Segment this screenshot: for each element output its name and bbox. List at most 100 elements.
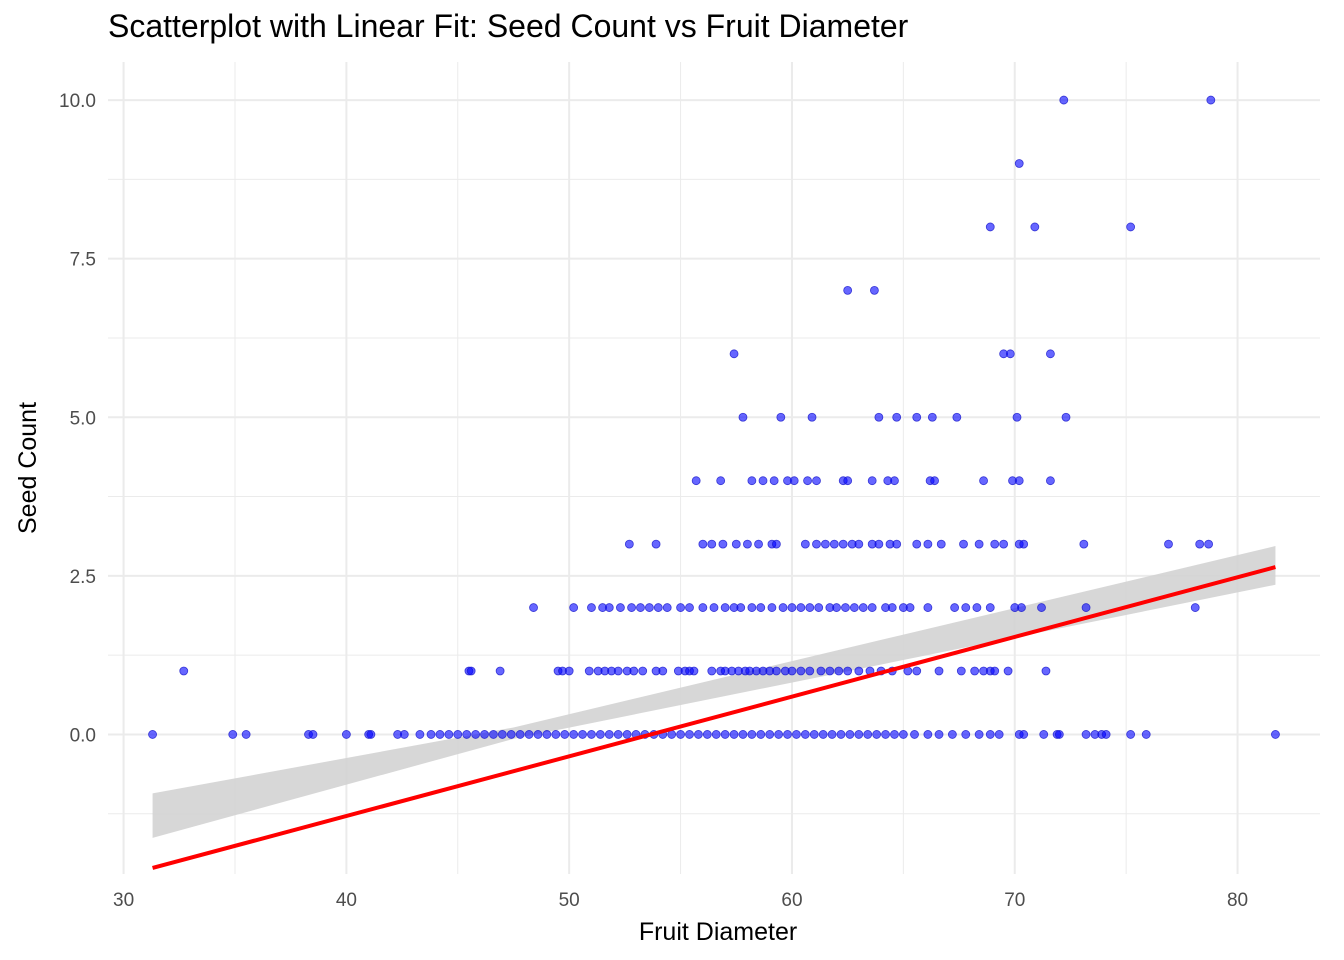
data-point bbox=[787, 666, 797, 676]
data-point bbox=[771, 666, 781, 676]
data-point bbox=[560, 730, 570, 739]
data-point bbox=[685, 730, 694, 739]
y-tick-label: 7.5 bbox=[70, 250, 96, 271]
data-point bbox=[1059, 95, 1069, 105]
data-point bbox=[1204, 539, 1214, 549]
data-point bbox=[658, 666, 668, 676]
data-point bbox=[867, 476, 877, 486]
data-point bbox=[587, 730, 596, 739]
data-point bbox=[1003, 666, 1013, 676]
data-point bbox=[974, 539, 984, 549]
data-point bbox=[972, 603, 982, 612]
data-point bbox=[738, 412, 748, 422]
data-point bbox=[698, 603, 708, 612]
data-point bbox=[765, 730, 775, 739]
data-point bbox=[990, 539, 1000, 549]
data-point bbox=[834, 666, 844, 676]
data-point bbox=[936, 539, 946, 549]
data-point bbox=[867, 603, 877, 612]
data-point bbox=[923, 539, 933, 549]
data-point bbox=[805, 666, 815, 676]
data-point bbox=[1271, 730, 1280, 739]
data-point bbox=[1206, 95, 1216, 105]
data-point bbox=[551, 730, 561, 739]
data-point bbox=[435, 730, 445, 739]
data-point bbox=[529, 603, 538, 612]
data-point bbox=[495, 666, 505, 676]
data-point bbox=[892, 412, 902, 422]
data-point bbox=[587, 603, 596, 612]
data-point bbox=[1041, 666, 1051, 676]
data-point bbox=[1079, 539, 1089, 549]
data-point bbox=[910, 730, 919, 739]
data-point bbox=[1019, 539, 1029, 549]
data-point bbox=[863, 730, 873, 739]
data-point bbox=[774, 730, 784, 739]
data-point bbox=[1054, 730, 1064, 739]
data-point bbox=[947, 730, 957, 739]
data-point bbox=[399, 730, 409, 739]
y-axis-title: Seed Count bbox=[14, 402, 42, 534]
data-point bbox=[1164, 539, 1173, 549]
data-point bbox=[1030, 222, 1040, 232]
data-point bbox=[874, 412, 884, 422]
data-point bbox=[743, 539, 752, 549]
data-point bbox=[890, 730, 899, 739]
data-point bbox=[241, 730, 251, 739]
data-points bbox=[148, 95, 1280, 739]
data-point bbox=[999, 539, 1009, 549]
data-point bbox=[689, 666, 699, 676]
data-point bbox=[990, 666, 1000, 676]
data-point bbox=[1037, 603, 1046, 612]
data-point bbox=[854, 730, 864, 739]
data-point bbox=[934, 666, 944, 676]
data-point bbox=[716, 476, 726, 486]
data-point bbox=[979, 476, 988, 486]
data-point bbox=[453, 730, 463, 739]
data-point bbox=[702, 730, 712, 739]
y-tick-label: 0.0 bbox=[70, 725, 96, 746]
data-point bbox=[767, 603, 777, 612]
data-point bbox=[506, 730, 516, 739]
data-point bbox=[956, 666, 966, 676]
data-point bbox=[564, 666, 574, 676]
data-point bbox=[905, 603, 915, 612]
data-point bbox=[707, 539, 717, 549]
data-point bbox=[707, 666, 717, 676]
data-point bbox=[1195, 539, 1205, 549]
data-point bbox=[644, 603, 654, 612]
data-point bbox=[709, 603, 719, 612]
data-point bbox=[718, 539, 728, 549]
y-tick-label: 5.0 bbox=[70, 408, 96, 429]
x-axis-title: Fruit Diameter bbox=[639, 918, 797, 946]
data-point bbox=[754, 539, 763, 549]
data-point bbox=[466, 666, 476, 676]
data-point bbox=[497, 730, 507, 739]
data-point bbox=[629, 666, 639, 676]
data-point bbox=[694, 730, 703, 739]
data-point bbox=[950, 603, 960, 612]
y-axis-ticks: 0.0 2.5 5.0 7.5 10.0 bbox=[59, 91, 96, 746]
data-point bbox=[604, 730, 614, 739]
x-tick-label: 40 bbox=[336, 890, 357, 911]
data-point bbox=[471, 730, 481, 739]
x-axis-ticks: 30 40 50 60 70 80 bbox=[113, 890, 1248, 911]
data-point bbox=[820, 539, 830, 549]
data-point bbox=[858, 603, 868, 612]
data-point bbox=[747, 603, 757, 612]
data-point bbox=[720, 603, 730, 612]
data-point bbox=[1190, 603, 1200, 612]
data-point bbox=[1081, 603, 1091, 612]
data-point bbox=[1141, 730, 1151, 739]
data-point bbox=[843, 666, 853, 676]
x-tick-label: 70 bbox=[1004, 890, 1025, 911]
data-point bbox=[622, 730, 632, 739]
data-point bbox=[792, 730, 801, 739]
data-point bbox=[738, 730, 748, 739]
data-point bbox=[930, 476, 939, 486]
data-point bbox=[415, 730, 425, 739]
data-point bbox=[1046, 476, 1055, 486]
data-point bbox=[812, 476, 821, 486]
data-point bbox=[934, 730, 944, 739]
